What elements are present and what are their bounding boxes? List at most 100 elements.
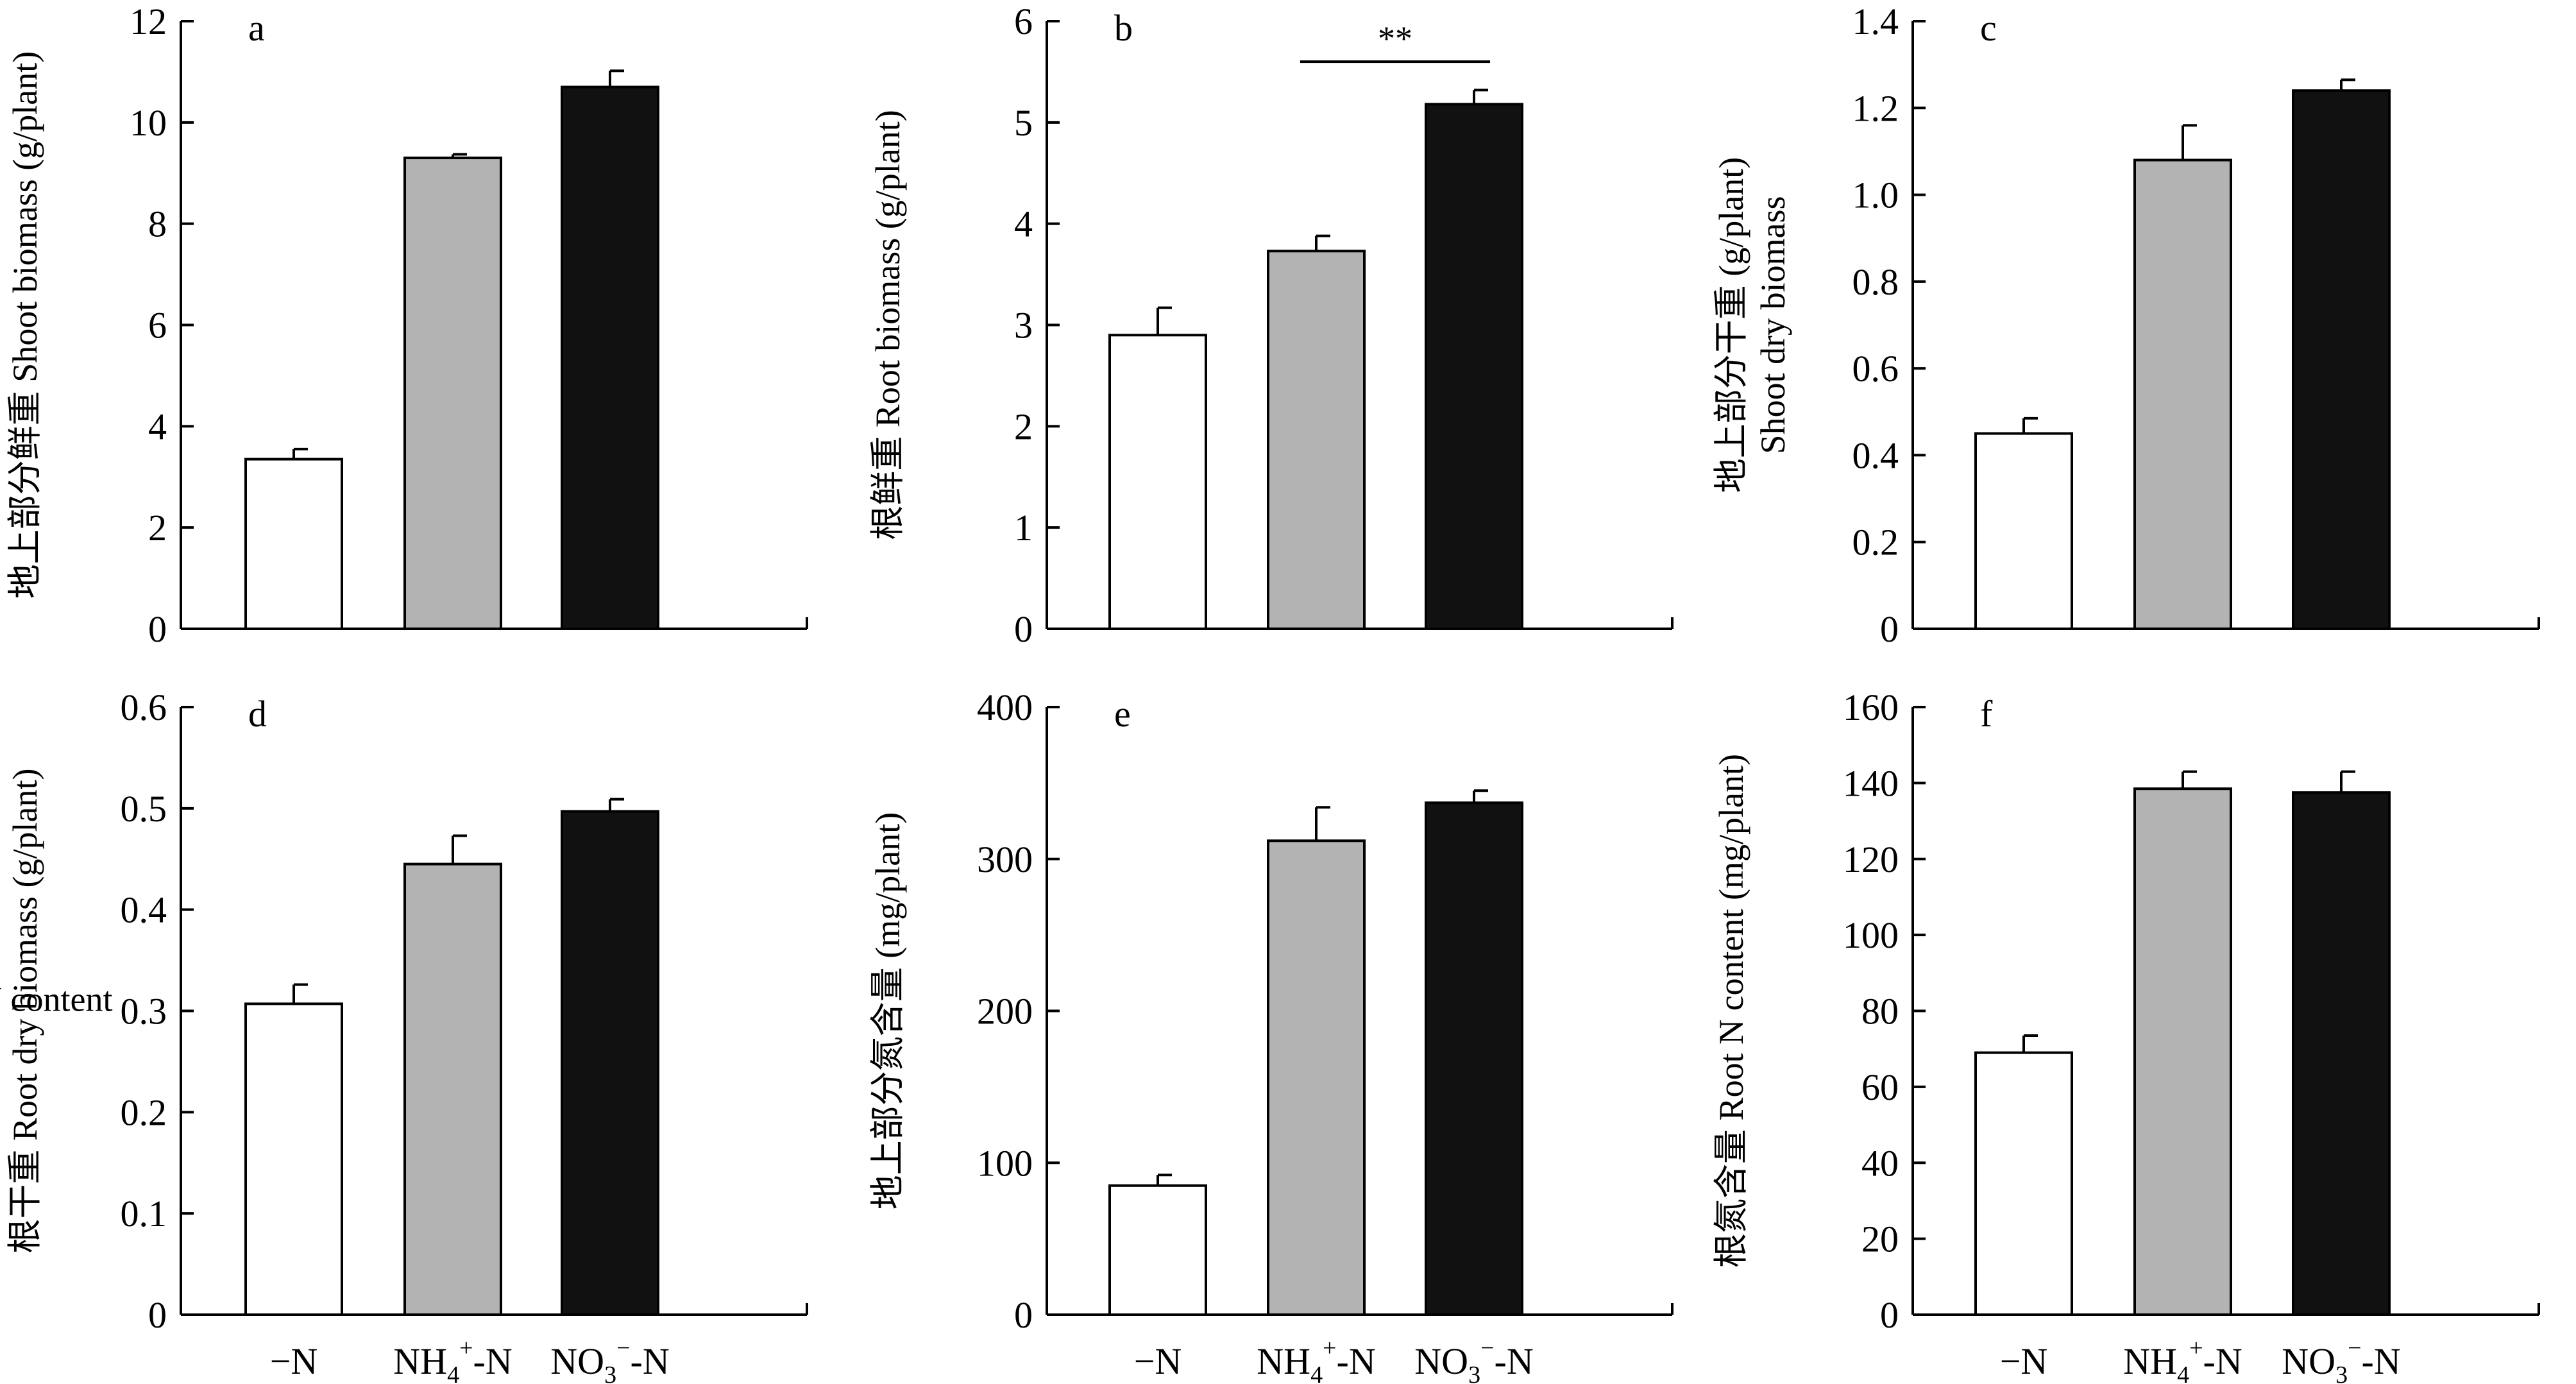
category-main: −N <box>270 1340 318 1382</box>
y-tick-label: 8 <box>148 203 167 245</box>
category-main: NH <box>2123 1340 2177 1382</box>
y-tick-label: 6 <box>1014 1 1033 42</box>
y-tick-label: 6 <box>148 305 167 346</box>
y-tick-label: 0 <box>148 608 167 650</box>
panel-e: 0 100 200 300 400 地上部分氮含量 (mg/plant) Shoot N c… <box>0 687 1674 1384</box>
y-tick-label: 60 <box>1861 1066 1899 1108</box>
y-tick-label: 40 <box>1861 1142 1899 1184</box>
y-tick-label: 0.5 <box>121 788 167 830</box>
bar <box>2292 89 2391 630</box>
y-tick-label: 80 <box>1861 991 1899 1032</box>
category-main: NO <box>550 1340 604 1382</box>
bar <box>1267 839 1366 1316</box>
y-axis-title: Shoot dry biomass <box>1754 196 1792 454</box>
y-tick-label: 200 <box>977 991 1033 1032</box>
y-tick-label: 100 <box>977 1142 1033 1184</box>
y-axis-title: 地上部分氮含量 (mg/plant) <box>869 812 907 1209</box>
significance-label: ** <box>1378 19 1412 58</box>
y-tick-label: 0 <box>1014 608 1033 650</box>
y-tick-label: 0.6 <box>121 687 167 728</box>
y-tick-label: 4 <box>148 406 167 447</box>
panel-label: c <box>1980 7 1997 49</box>
y-tick-label: 0.3 <box>121 991 167 1032</box>
y-tick-label: 1.2 <box>1852 87 1899 129</box>
panel-label: f <box>1980 693 1993 735</box>
category-main: −N <box>2000 1340 2048 1382</box>
panel-c: 0 0.2 0.4 0.6 0.8 1.0 1.2 1.4 地上部分干重 (g/plant) Sh… <box>1712 1 2540 650</box>
category-main: NH <box>393 1340 447 1382</box>
y-axis-title: 根氮含量 Root N content (mg/plant) <box>1712 754 1750 1268</box>
y-axis-title: 地上部分鲜重 Shoot biomass (g/plant) <box>6 51 44 599</box>
bar <box>244 457 343 630</box>
category-superscript: + <box>2189 1335 2203 1362</box>
bar <box>1974 1051 2073 1316</box>
bar <box>244 1002 343 1316</box>
category-main: NH <box>1257 1340 1310 1382</box>
y-tick-label: 0 <box>1014 1294 1033 1336</box>
y-tick-label: 5 <box>1014 102 1033 144</box>
y-tick-label: 140 <box>1843 762 1899 804</box>
category-suffix: -N <box>1495 1340 1534 1382</box>
y-tick-label: 12 <box>130 1 167 42</box>
panel-a: 0 2 4 6 8 10 12 地上部分鲜重 Shoot biomass (g/plant) a <box>6 1 808 650</box>
y-tick-label: 0 <box>1880 1294 1899 1336</box>
category-subscript: 4 <box>447 1362 459 1384</box>
bar <box>1974 432 2073 630</box>
bar <box>403 862 502 1317</box>
bar <box>561 85 659 630</box>
bar <box>1267 250 1366 630</box>
bar <box>1425 801 1523 1316</box>
category-subscript: 4 <box>2177 1362 2189 1384</box>
y-axis-title: 根干重 Root dry biomass (g/plant) <box>6 769 44 1254</box>
y-axis-title: 根鲜重 Root biomass (g/plant) <box>869 110 907 540</box>
category-suffix: -N <box>1337 1340 1376 1382</box>
y-tick-label: 20 <box>1861 1218 1899 1260</box>
y-tick-label: 160 <box>1843 687 1899 728</box>
y-tick-label: 0.4 <box>121 889 167 931</box>
bar <box>2133 158 2232 630</box>
y-tick-label: 0.4 <box>1852 434 1899 476</box>
y-tick-label: 0 <box>148 1294 167 1336</box>
panel-label: b <box>1114 7 1133 49</box>
panel-label: e <box>1114 693 1131 735</box>
category-label: −N <box>1134 1340 1182 1382</box>
y-tick-label: 0.2 <box>121 1091 167 1133</box>
category-suffix: -N <box>2203 1340 2242 1382</box>
category-main: NO <box>2282 1340 2335 1382</box>
y-tick-label: 0.2 <box>1852 522 1899 563</box>
y-tick-label: 2 <box>1014 406 1033 447</box>
bar <box>1108 334 1207 630</box>
category-suffix: -N <box>631 1340 670 1382</box>
category-main: −N <box>1134 1340 1182 1382</box>
y-tick-label: 1.0 <box>1852 175 1899 216</box>
category-suffix: -N <box>2362 1340 2401 1382</box>
category-subscript: 4 <box>1310 1362 1323 1384</box>
y-axis-title: Shoot N content <box>0 980 112 1019</box>
category-subscript: 3 <box>604 1362 616 1384</box>
category-label: NH4+-N <box>1257 1335 1375 1384</box>
category-label: −N <box>270 1340 318 1382</box>
y-tick-label: 4 <box>1014 203 1033 245</box>
bar <box>403 157 502 630</box>
panel-label: d <box>248 693 267 735</box>
y-tick-label: 1.4 <box>1852 1 1899 42</box>
category-label: NO3−-N <box>550 1335 669 1384</box>
bar <box>2133 787 2232 1317</box>
y-tick-label: 400 <box>977 687 1033 728</box>
y-tick-label: 120 <box>1843 839 1899 880</box>
category-superscript: − <box>1480 1335 1494 1362</box>
category-superscript: + <box>459 1335 473 1362</box>
y-tick-label: 10 <box>130 102 167 144</box>
y-tick-label: 100 <box>1843 914 1899 956</box>
panel-b: 0 1 2 3 4 5 6 根鲜重 Root biomass (g/plant) b ** <box>869 1 1674 650</box>
category-suffix: -N <box>473 1340 513 1382</box>
y-tick-label: 0 <box>1880 608 1899 650</box>
panel-f: 0 20 40 60 80 100 120 140 160 根氮含量 Root N content… <box>1712 687 2540 1384</box>
y-tick-label: 3 <box>1014 305 1033 346</box>
category-label: NH4+-N <box>2123 1335 2242 1384</box>
panel-d: 0 0.1 0.2 0.3 0.4 0.5 0.6 根干重 Root dry biomass … <box>6 687 808 1384</box>
y-axis-title: 地上部分干重 (g/plant) <box>1712 157 1750 493</box>
bar <box>1425 103 1523 630</box>
category-superscript: − <box>616 1335 630 1362</box>
